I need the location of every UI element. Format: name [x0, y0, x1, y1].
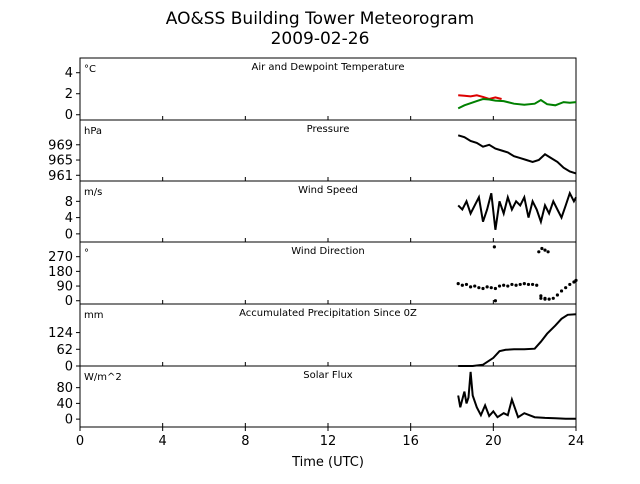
- series-line-temp-1: [457, 97, 577, 110]
- point-winddir: [456, 282, 460, 286]
- point-winddir: [546, 250, 550, 254]
- ytick-label-pressure: 965: [48, 154, 73, 169]
- point-winddir: [464, 282, 469, 287]
- panel-title-solar: Solar Flux: [303, 370, 353, 381]
- point-winddir: [510, 282, 514, 287]
- point-winddir: [537, 250, 541, 254]
- ytick-label-windspeed: 4: [65, 211, 73, 226]
- xtick-label: 12: [320, 434, 337, 449]
- point-winddir: [460, 283, 464, 287]
- xtick-label: 4: [159, 434, 167, 449]
- point-winddir: [551, 296, 555, 300]
- xtick-label: 20: [485, 434, 502, 449]
- ytick-label-precip: 124: [48, 326, 73, 341]
- xtick-label: 8: [241, 434, 249, 449]
- ytick-label-precip: 62: [56, 343, 73, 358]
- point-winddir: [547, 297, 551, 301]
- ytick-label-windspeed: 0: [65, 227, 73, 242]
- ytick-label-winddir: 90: [56, 280, 73, 295]
- ytick-label-temp: 0: [65, 108, 73, 123]
- panel-unit-windspeed: m/s: [84, 187, 102, 198]
- panel-title-windspeed: Wind Speed: [298, 185, 358, 196]
- ytick-label-pressure: 961: [48, 169, 73, 184]
- chart-date: 2009-02-26: [271, 29, 370, 49]
- point-winddir: [540, 246, 544, 251]
- panel-unit-solar: W/m^2: [84, 372, 122, 383]
- point-winddir: [539, 294, 543, 298]
- point-winddir: [526, 282, 531, 287]
- point-winddir: [568, 282, 572, 287]
- point-winddir: [559, 289, 564, 293]
- ytick-label-pressure: 969: [48, 138, 73, 153]
- point-winddir: [493, 286, 497, 291]
- xtick-label: 16: [402, 434, 419, 449]
- panel-unit-pressure: hPa: [84, 126, 102, 137]
- point-winddir: [481, 286, 485, 291]
- point-winddir: [492, 245, 496, 249]
- point-winddir: [485, 285, 489, 289]
- ytick-label-temp: 2: [65, 87, 73, 102]
- point-winddir: [493, 299, 497, 303]
- panel-title-winddir: Wind Direction: [291, 246, 365, 257]
- point-winddir: [574, 278, 578, 282]
- panel-unit-precip: mm: [84, 310, 103, 321]
- panel-unit-winddir: °: [84, 248, 89, 259]
- panel-unit-temp: °C: [84, 64, 96, 75]
- point-winddir: [506, 284, 510, 288]
- point-winddir: [555, 293, 560, 297]
- series-line-temp-0: [458, 94, 502, 101]
- point-winddir: [473, 284, 477, 288]
- ytick-label-solar: 40: [56, 397, 73, 412]
- ytick-label-temp: 4: [65, 66, 73, 81]
- point-winddir: [502, 283, 506, 287]
- series-line-windspeed-0: [457, 190, 577, 230]
- point-winddir: [497, 284, 502, 288]
- point-winddir: [489, 286, 493, 290]
- point-winddir: [518, 282, 522, 287]
- series-line-solar-0: [457, 371, 576, 420]
- ytick-label-solar: 0: [65, 413, 73, 428]
- point-winddir: [514, 283, 518, 287]
- panel-title-precip: Accumulated Precipitation Since 0Z: [239, 308, 417, 319]
- point-winddir: [564, 286, 568, 290]
- ytick-label-precip: 0: [65, 360, 73, 375]
- point-winddir: [543, 297, 547, 301]
- panel-title-pressure: Pressure: [307, 124, 350, 135]
- ytick-label-winddir: 0: [65, 294, 73, 309]
- x-axis-label: Time (UTC): [291, 455, 364, 470]
- xtick-label: 24: [568, 434, 585, 449]
- point-winddir: [477, 286, 481, 290]
- point-winddir: [469, 285, 473, 289]
- point-winddir: [522, 282, 526, 286]
- xtick-label: 0: [76, 434, 84, 449]
- series-line-precip-0: [458, 313, 577, 367]
- ytick-label-winddir: 180: [48, 265, 73, 280]
- point-winddir: [539, 296, 543, 300]
- panels: Air and Dewpoint Temperature°C024Pressur…: [48, 57, 585, 449]
- ytick-label-winddir: 270: [48, 250, 73, 265]
- point-winddir: [543, 248, 547, 252]
- point-winddir: [531, 282, 535, 287]
- ytick-label-solar: 80: [56, 381, 73, 396]
- panel-title-temp: Air and Dewpoint Temperature: [252, 62, 405, 73]
- chart-title: AO&SS Building Tower Meteorogram: [166, 9, 474, 29]
- point-winddir: [535, 283, 539, 287]
- series-line-pressure-0: [457, 134, 577, 175]
- ytick-label-windspeed: 8: [65, 195, 73, 210]
